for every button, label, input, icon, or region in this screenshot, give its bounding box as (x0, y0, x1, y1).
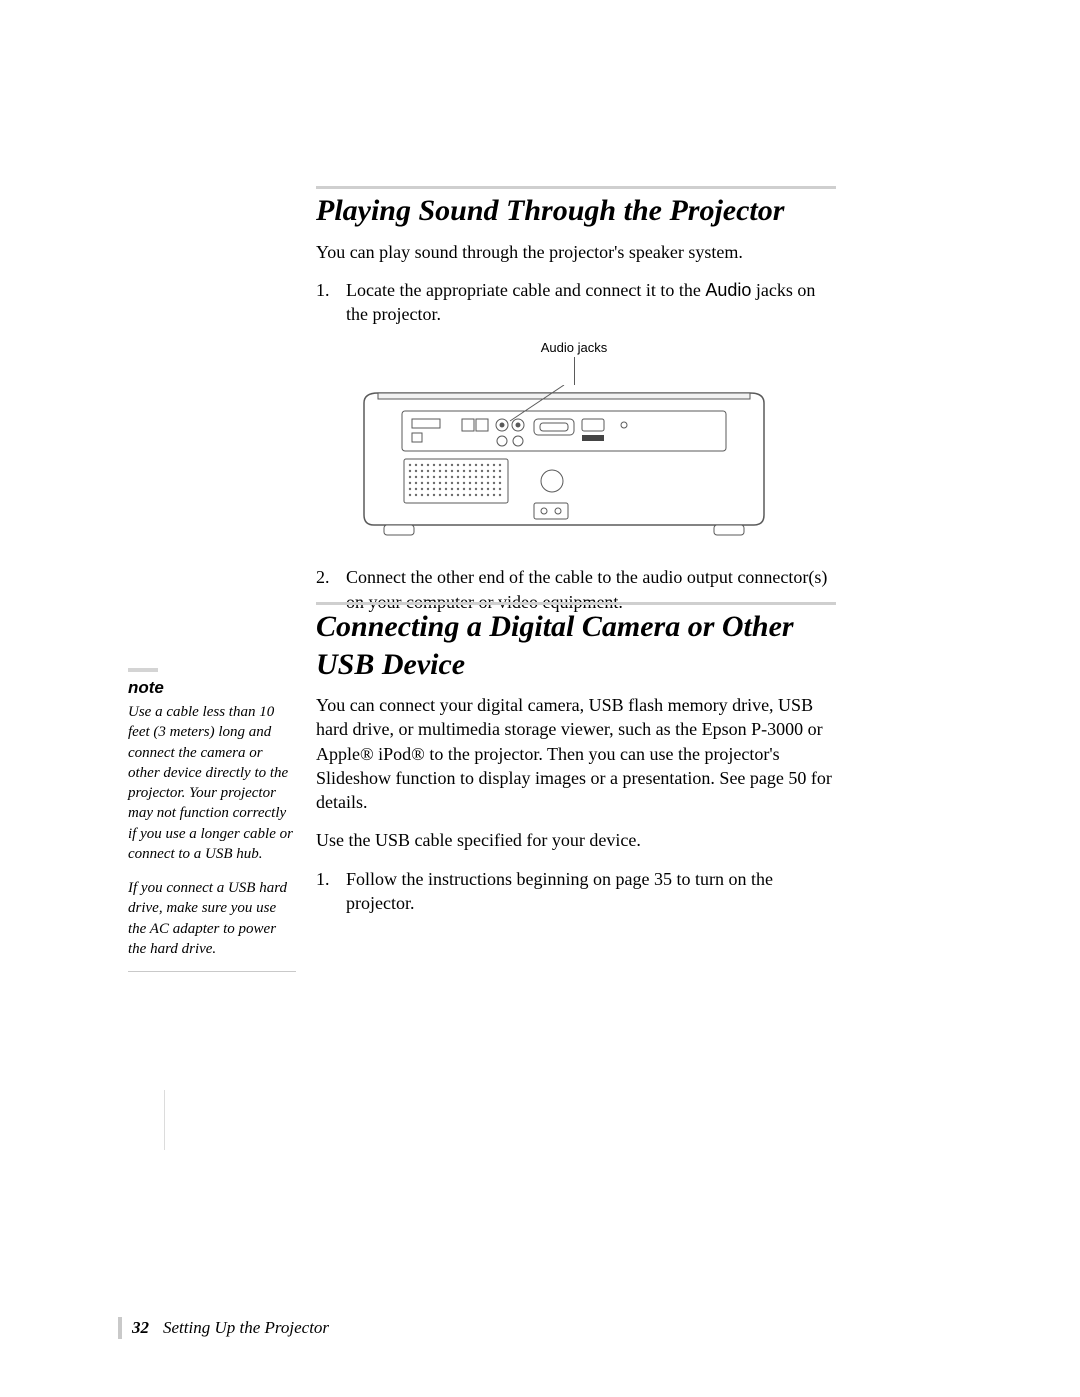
note-p1: Use a cable less than 10 feet (3 meters)… (128, 702, 296, 864)
section-sound: Playing Sound Through the Projector You … (316, 186, 836, 628)
sidebar-note: note Use a cable less than 10 feet (3 me… (128, 668, 296, 988)
figure-audio-jacks: Audio jacks (354, 340, 774, 545)
step1-pre: Locate the appropriate cable and connect… (346, 280, 705, 300)
note-rule (128, 668, 158, 672)
figure-caption: Audio jacks (364, 340, 784, 355)
step1-audio-label: Audio (705, 280, 751, 300)
heading-sound: Playing Sound Through the Projector (316, 186, 836, 230)
page-footer: 32 Setting Up the Projector (118, 1317, 329, 1339)
footer-tick (118, 1317, 122, 1339)
projector-diagram (354, 385, 774, 545)
page-number: 32 (132, 1318, 149, 1338)
vertical-rule (164, 1090, 165, 1150)
footer-title: Setting Up the Projector (163, 1318, 329, 1338)
steps-sound: Locate the appropriate cable and connect… (316, 278, 836, 327)
manual-page: Playing Sound Through the Projector You … (0, 0, 1080, 1397)
note-heading: note (128, 678, 296, 698)
figure-pointer-line (574, 357, 575, 385)
step-1-usb: Follow the instructions beginning on pag… (316, 867, 836, 916)
step-1-sound: Locate the appropriate cable and connect… (316, 278, 836, 327)
usb-para1: You can connect your digital camera, USB… (316, 693, 836, 814)
note-p2: If you connect a USB hard drive, make su… (128, 878, 296, 959)
heading-usb: Connecting a Digital Camera or Other USB… (316, 602, 836, 683)
section-usb: Connecting a Digital Camera or Other USB… (316, 602, 836, 929)
intro-sound: You can play sound through the projector… (316, 240, 836, 264)
usb-para2: Use the USB cable specified for your dev… (316, 828, 836, 852)
note-body: Use a cable less than 10 feet (3 meters)… (128, 702, 296, 972)
steps-usb: Follow the instructions beginning on pag… (316, 867, 836, 916)
